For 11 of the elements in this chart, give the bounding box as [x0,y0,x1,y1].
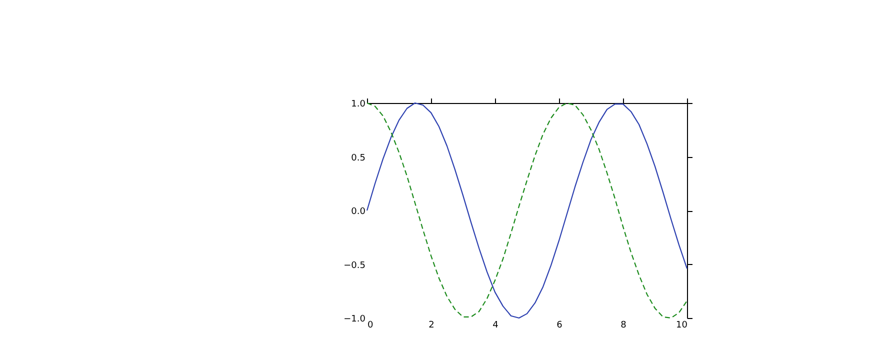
y-tick-label: 1.0 [351,100,366,110]
y-tick-label: −0.5 [344,260,366,271]
x-tick-label: 4 [492,320,499,330]
x-tick-label: 6 [556,320,563,330]
y-tick-label: 0.5 [351,153,366,164]
y-tick-label: −1.0 [344,314,366,324]
x-tick-label: 8 [620,320,627,330]
x-tick-label: 10 [676,320,688,330]
x-tick-label: 2 [428,320,434,330]
y-tick-label: 0.0 [351,207,366,217]
x-tick-label: 0 [368,320,374,330]
